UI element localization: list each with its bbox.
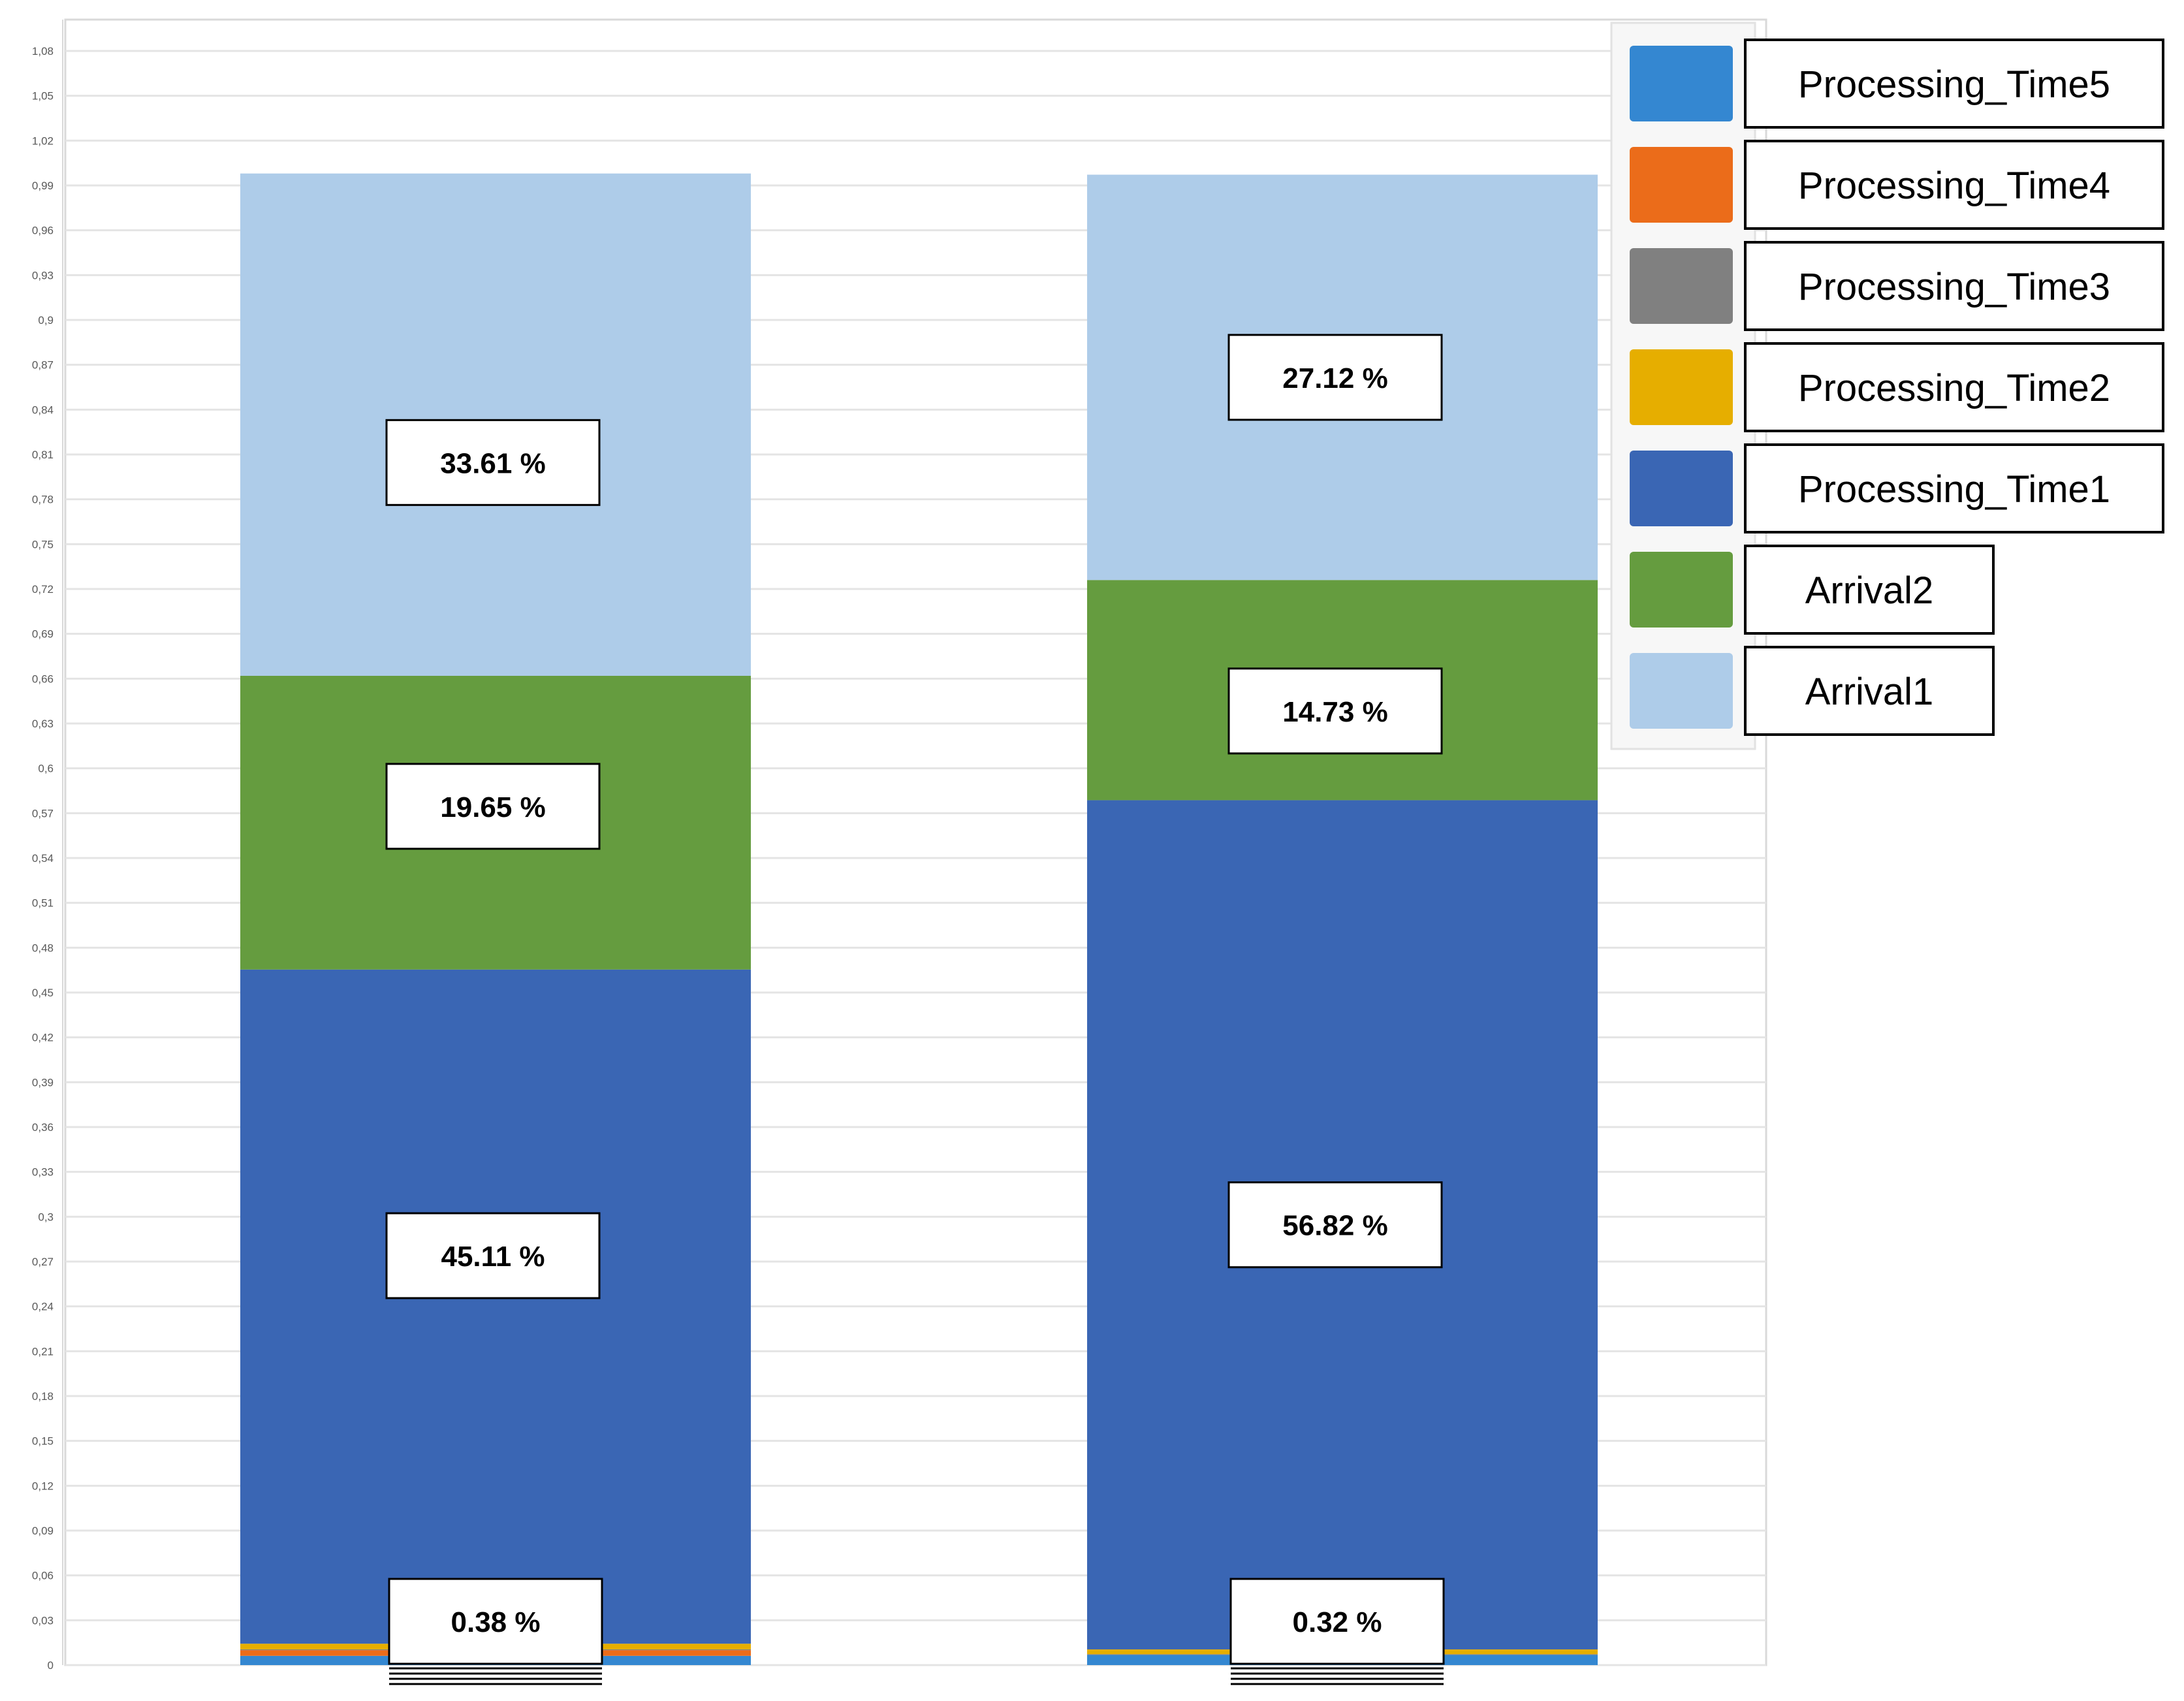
- data-label: 45.11 %: [441, 1241, 545, 1273]
- data-label-box: [385, 419, 601, 506]
- legend-label-box: [1744, 342, 2164, 432]
- y-tick-label: 0: [48, 1659, 54, 1672]
- legend-label-box: [1744, 646, 1995, 736]
- data-label-box: [1227, 1181, 1443, 1269]
- y-tick-label: 0,06: [32, 1570, 54, 1582]
- y-tick-label: 0,03: [32, 1614, 54, 1627]
- y-tick-label: 0,51: [32, 897, 54, 910]
- y-tick-label: 0,87: [32, 359, 54, 372]
- y-tick-label: 0,84: [32, 404, 54, 416]
- y-tick-label: 0,75: [32, 538, 54, 550]
- legend-swatch: [1630, 552, 1733, 628]
- legend-swatch: [1630, 46, 1733, 121]
- legend-label: Arrival1: [1805, 671, 1934, 713]
- legend-swatch: [1630, 451, 1733, 526]
- legend-label: Arrival2: [1805, 569, 1934, 612]
- data-label-box: [1229, 1578, 1445, 1665]
- data-labels: 0.38 % 45.11 % 19.65 % 33.61 % 0.32 % 56.82 %…: [385, 334, 1445, 1685]
- data-label-box: [388, 1578, 603, 1665]
- data-label: 0.38 %: [451, 1606, 541, 1638]
- y-tick-label: 0,15: [32, 1435, 54, 1448]
- y-tick-label: 1,02: [32, 135, 54, 147]
- data-label: 0.32 %: [1293, 1606, 1382, 1638]
- data-label: 33.61 %: [440, 447, 545, 479]
- y-tick-label: 0,27: [32, 1256, 54, 1268]
- y-tick-label: 0,18: [32, 1390, 54, 1403]
- y-tick-label: 0,12: [32, 1480, 54, 1492]
- data-label-box: [1227, 334, 1443, 421]
- y-tick-label: 0,39: [32, 1076, 54, 1089]
- legend-label: Processing_Time2: [1798, 367, 2110, 409]
- data-label-box: [385, 763, 601, 850]
- legend-label: Processing_Time3: [1798, 266, 2110, 308]
- legend-swatch: [1630, 248, 1733, 324]
- y-tick-label: 0,54: [32, 852, 54, 865]
- y-tick-label: 0,21: [32, 1345, 54, 1358]
- y-tick-label: 0,81: [32, 449, 54, 461]
- y-tick-label: 0,63: [32, 718, 54, 730]
- y-tick-label: 0,99: [32, 180, 54, 192]
- data-label: 27.12 %: [1282, 362, 1387, 394]
- y-tick-label: 0,69: [32, 628, 54, 641]
- data-label: 56.82 %: [1282, 1210, 1387, 1242]
- y-tick-label: 0,93: [32, 269, 54, 281]
- legend-swatch: [1630, 147, 1733, 223]
- y-tick-label: 0,36: [32, 1121, 54, 1134]
- legend-label-box: [1744, 443, 2164, 533]
- y-tick-label: 0,6: [38, 763, 54, 775]
- y-tick-label: 0,3: [38, 1211, 54, 1223]
- data-label-box: [1227, 667, 1443, 755]
- legend: Processing_Time5 Processing_Time4 Processi…: [1630, 39, 2164, 736]
- y-tick-label: 0,96: [32, 225, 54, 237]
- data-label: 14.73 %: [1282, 696, 1387, 728]
- bar-segment-processing-time1: [240, 969, 751, 1644]
- y-tick-label: 1,05: [32, 90, 54, 103]
- data-label-box: [385, 1212, 601, 1299]
- y-tick-label: 0,66: [32, 673, 54, 685]
- y-tick-label: 0,24: [32, 1301, 54, 1313]
- legend-label: Processing_Time4: [1798, 165, 2110, 207]
- legend-label: Processing_Time5: [1798, 63, 2110, 106]
- y-tick-label: 1,08: [32, 45, 54, 57]
- legend-swatch: [1630, 349, 1733, 425]
- legend-label-box: [1744, 241, 2164, 331]
- y-tick-label: 0,33: [32, 1166, 54, 1179]
- legend-label-box: [1744, 39, 2164, 129]
- y-tick-label: 0,09: [32, 1525, 54, 1537]
- y-axis: 0 0,03 0,06 0,09 0,12 0,15 0,18 0,21 0,24 0,27 0,3…: [32, 20, 63, 1672]
- y-tick-label: 0,42: [32, 1032, 54, 1044]
- legend-label-box: [1744, 545, 1995, 635]
- legend-swatch: [1630, 653, 1733, 729]
- y-tick-label: 0,57: [32, 807, 54, 819]
- data-label: 19.65 %: [440, 791, 545, 823]
- legend-label: Processing_Time1: [1798, 468, 2110, 511]
- y-tick-label: 0,78: [32, 494, 54, 506]
- y-tick-label: 0,48: [32, 942, 54, 954]
- legend-label-box: [1744, 140, 2164, 230]
- y-tick-label: 0,9: [38, 314, 54, 326]
- y-tick-label: 0,45: [32, 987, 54, 999]
- y-tick-label: 0,72: [32, 583, 54, 596]
